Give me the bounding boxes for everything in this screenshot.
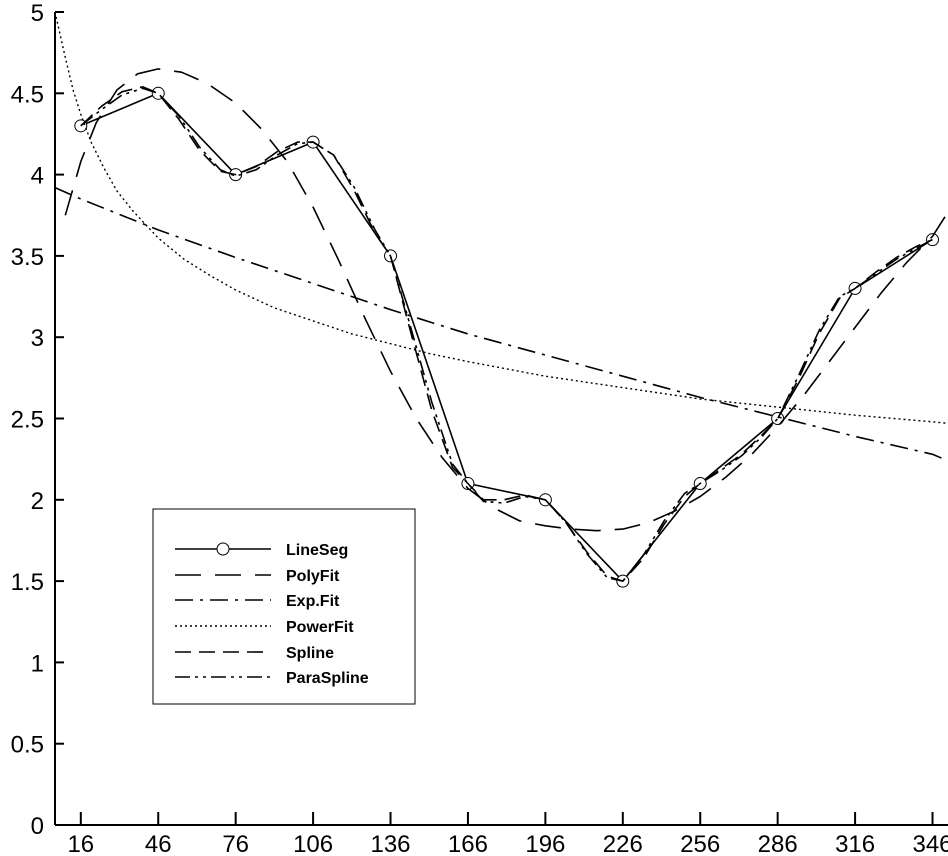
series-line-expfit — [55, 186, 948, 462]
x-tick-label: 46 — [145, 831, 172, 856]
x-tick-label: 286 — [758, 831, 798, 856]
y-tick-label: 4 — [31, 163, 44, 190]
y-tick-label: 3.5 — [11, 244, 44, 271]
x-tick-label: 316 — [835, 831, 875, 856]
x-tick-label: 256 — [680, 831, 720, 856]
y-tick-label: 1.5 — [11, 569, 44, 596]
x-tick-label: 346 — [912, 831, 948, 856]
legend-label-polyfit: PolyFit — [286, 568, 340, 585]
x-tick-label: 136 — [370, 831, 410, 856]
y-tick-label: 3 — [31, 325, 44, 352]
x-tick-label: 106 — [293, 831, 333, 856]
series-line-lineseg — [80, 92, 933, 582]
x-ticks: 16 46 76 106 136 166 196 226 256 286 316 346 — [67, 812, 948, 856]
x-tick-label: 16 — [67, 831, 94, 856]
legend-label-expfit: Exp.Fit — [286, 593, 340, 610]
y-tick-label: 2 — [31, 488, 44, 515]
y-tick-label: 4.5 — [11, 81, 44, 108]
series-layer — [55, 12, 948, 588]
y-tick-label: 1 — [31, 650, 44, 677]
legend-sample-marker — [216, 542, 230, 556]
series-line-paraspline — [80, 87, 933, 582]
legend-label-paraspline: ParaSpline — [286, 670, 369, 687]
legend-samples — [175, 542, 271, 678]
x-tick-label: 196 — [525, 831, 565, 856]
legend-label-lineseg: LineSeg — [286, 542, 348, 559]
y-tick-label: 0 — [31, 813, 44, 840]
series-line-spline — [80, 86, 933, 582]
legend-label-spline: Spline — [286, 645, 334, 662]
legend-label-powerfit: PowerFit — [286, 619, 354, 636]
series-line-polyfit — [64, 68, 948, 532]
y-tick-label: 2.5 — [11, 407, 44, 434]
series-line-powerfit — [55, 12, 948, 425]
legend-box — [152, 508, 416, 705]
x-tick-label: 76 — [222, 831, 249, 856]
legend: LineSeg PolyFit Exp.Fit PowerFit Spline … — [152, 508, 416, 705]
y-tick-label: 0.5 — [11, 732, 44, 759]
y-tick-label: 5 — [31, 0, 44, 27]
x-tick-label: 166 — [448, 831, 488, 856]
y-ticks: 0 0.5 1 1.5 2 2.5 3 3.5 4 4.5 5 — [11, 0, 64, 840]
x-tick-label: 226 — [603, 831, 643, 856]
